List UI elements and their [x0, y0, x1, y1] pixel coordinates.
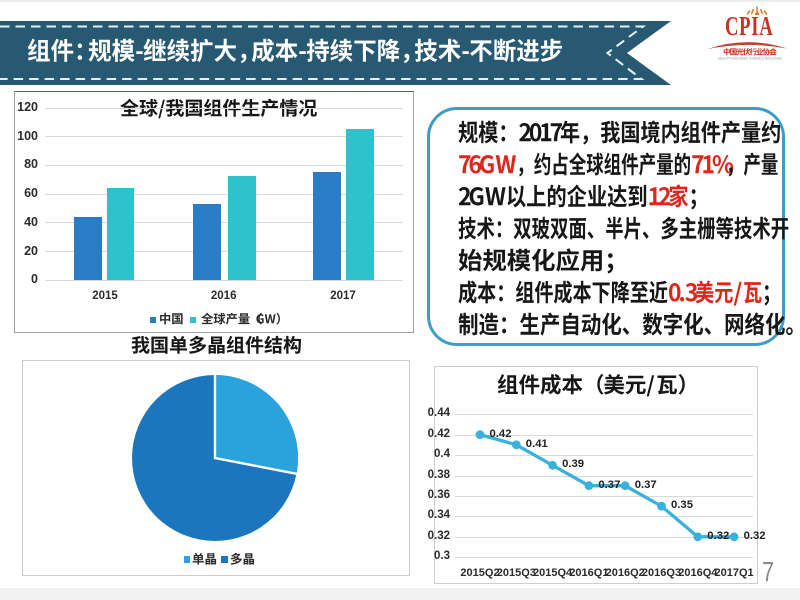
svg-text:China Photovoltaic Industry As: China Photovoltaic Industry Association	[718, 56, 782, 61]
